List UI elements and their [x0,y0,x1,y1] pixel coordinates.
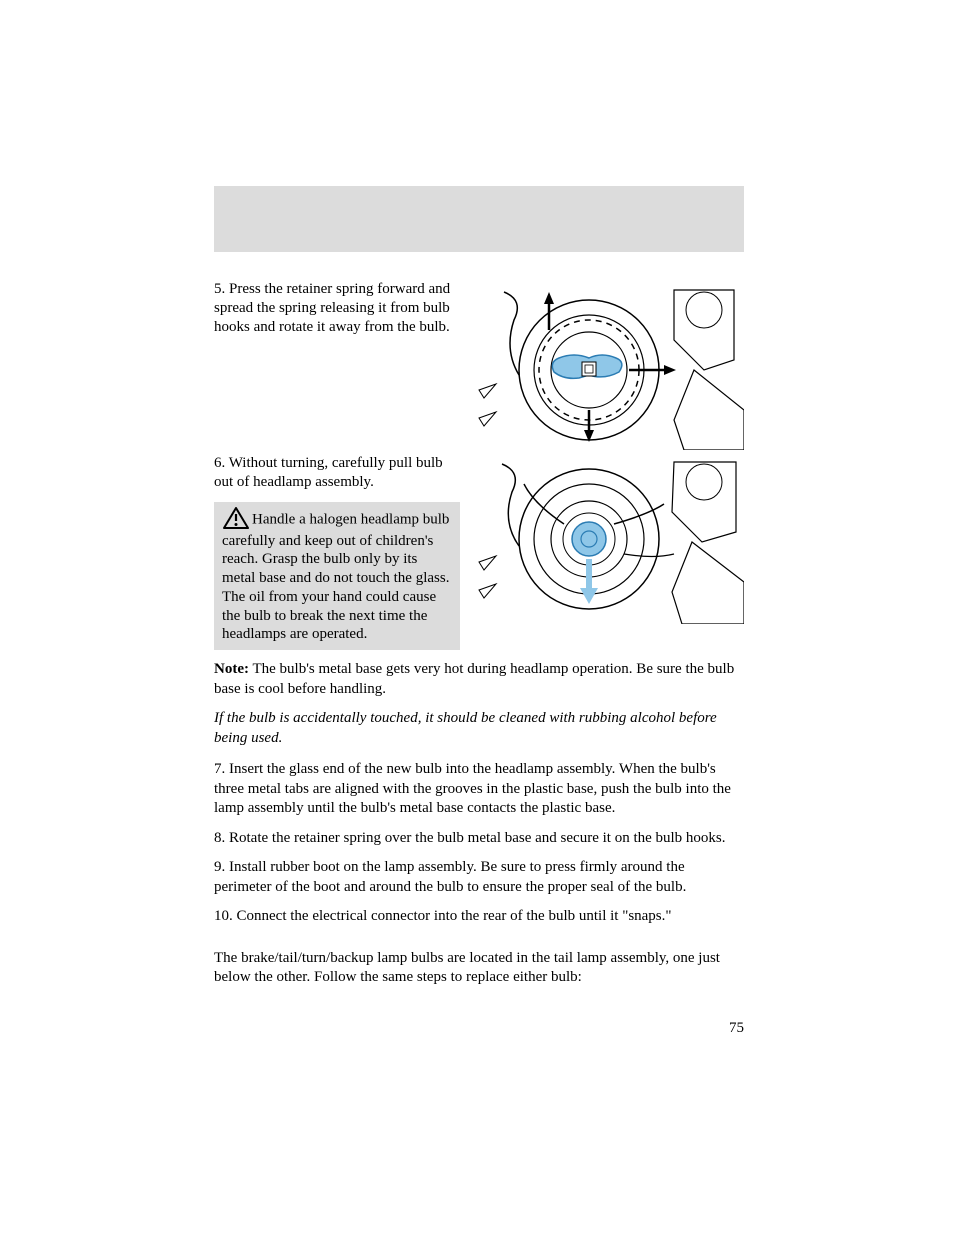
figure-2-container [474,454,744,624]
step-9-text: 9. Install rubber boot on the lamp assem… [214,858,744,897]
warning-triangle-icon [222,506,252,530]
figure-2-pull-bulb [474,454,744,624]
figure-1-retainer-spring [474,280,744,450]
step-6-text: 6. Without turning, carefully pull bulb … [214,454,460,492]
step-5-text-col: 5. Press the retainer spring forward and… [214,280,474,450]
step-6-text-col: 6. Without turning, carefully pull bulb … [214,454,474,650]
figure-1-container [474,280,744,450]
section-header-bar [214,186,744,252]
step-7-text: 7. Insert the glass end of the new bulb … [214,760,744,819]
step-5-row: 5. Press the retainer spring forward and… [214,280,744,450]
note-text: The bulb's metal base gets very hot duri… [214,661,734,697]
italic-cleaning-note: If the bulb is accidentally touched, it … [214,709,744,748]
warning-text: Handle a halogen headlamp bulb carefully… [222,511,449,642]
page-number: 75 [729,1020,744,1037]
tail-lamp-intro: The brake/tail/turn/backup lamp bulbs ar… [214,949,744,988]
page-content: 5. Press the retainer spring forward and… [214,186,744,988]
body-content: 5. Press the retainer spring forward and… [214,252,744,988]
note-paragraph: Note: The bulb's metal base gets very ho… [214,660,744,699]
step-5-text: 5. Press the retainer spring forward and… [214,280,460,336]
note-label: Note: [214,661,249,677]
step-6-row: 6. Without turning, carefully pull bulb … [214,454,744,650]
warning-callout: Handle a halogen headlamp bulb carefully… [214,502,460,651]
step-8-text: 8. Rotate the retainer spring over the b… [214,829,744,849]
step-10-text: 10. Connect the electrical connector int… [214,907,744,927]
